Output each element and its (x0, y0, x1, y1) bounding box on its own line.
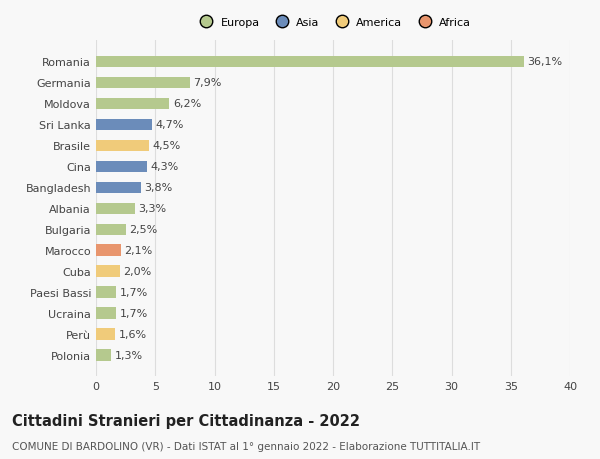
Bar (96, 119, 152, 131)
Bar (96, 78, 190, 89)
Bar (96, 224, 125, 235)
Text: 2,0%: 2,0% (123, 267, 152, 277)
Text: 6,2%: 6,2% (173, 99, 201, 109)
Bar (96, 161, 147, 173)
Bar (96, 140, 149, 152)
Text: 3,8%: 3,8% (145, 183, 173, 193)
Bar (96, 245, 121, 257)
Text: COMUNE DI BARDOLINO (VR) - Dati ISTAT al 1° gennaio 2022 - Elaborazione TUTTITAL: COMUNE DI BARDOLINO (VR) - Dati ISTAT al… (12, 441, 480, 451)
Text: 1,7%: 1,7% (120, 308, 148, 319)
Bar (96, 98, 169, 110)
Text: 36,1%: 36,1% (527, 57, 562, 67)
Bar (96, 203, 135, 215)
Text: 1,6%: 1,6% (119, 330, 146, 340)
Text: 2,5%: 2,5% (129, 225, 157, 235)
Text: 1,3%: 1,3% (115, 350, 143, 360)
Bar (96, 350, 112, 361)
Bar (96, 266, 120, 277)
Bar (96, 287, 116, 298)
Bar (96, 329, 115, 340)
Text: 2,1%: 2,1% (124, 246, 152, 256)
Bar (96, 56, 524, 68)
Text: 3,3%: 3,3% (139, 204, 167, 214)
Legend: Europa, Asia, America, Africa: Europa, Asia, America, Africa (190, 13, 476, 32)
Bar (96, 308, 116, 319)
Text: 4,5%: 4,5% (153, 141, 181, 151)
Text: 7,9%: 7,9% (193, 78, 221, 88)
Bar (96, 182, 141, 194)
Text: 4,7%: 4,7% (155, 120, 184, 130)
Text: 4,3%: 4,3% (151, 162, 179, 172)
Text: Cittadini Stranieri per Cittadinanza - 2022: Cittadini Stranieri per Cittadinanza - 2… (12, 413, 360, 428)
Text: 1,7%: 1,7% (120, 288, 148, 297)
